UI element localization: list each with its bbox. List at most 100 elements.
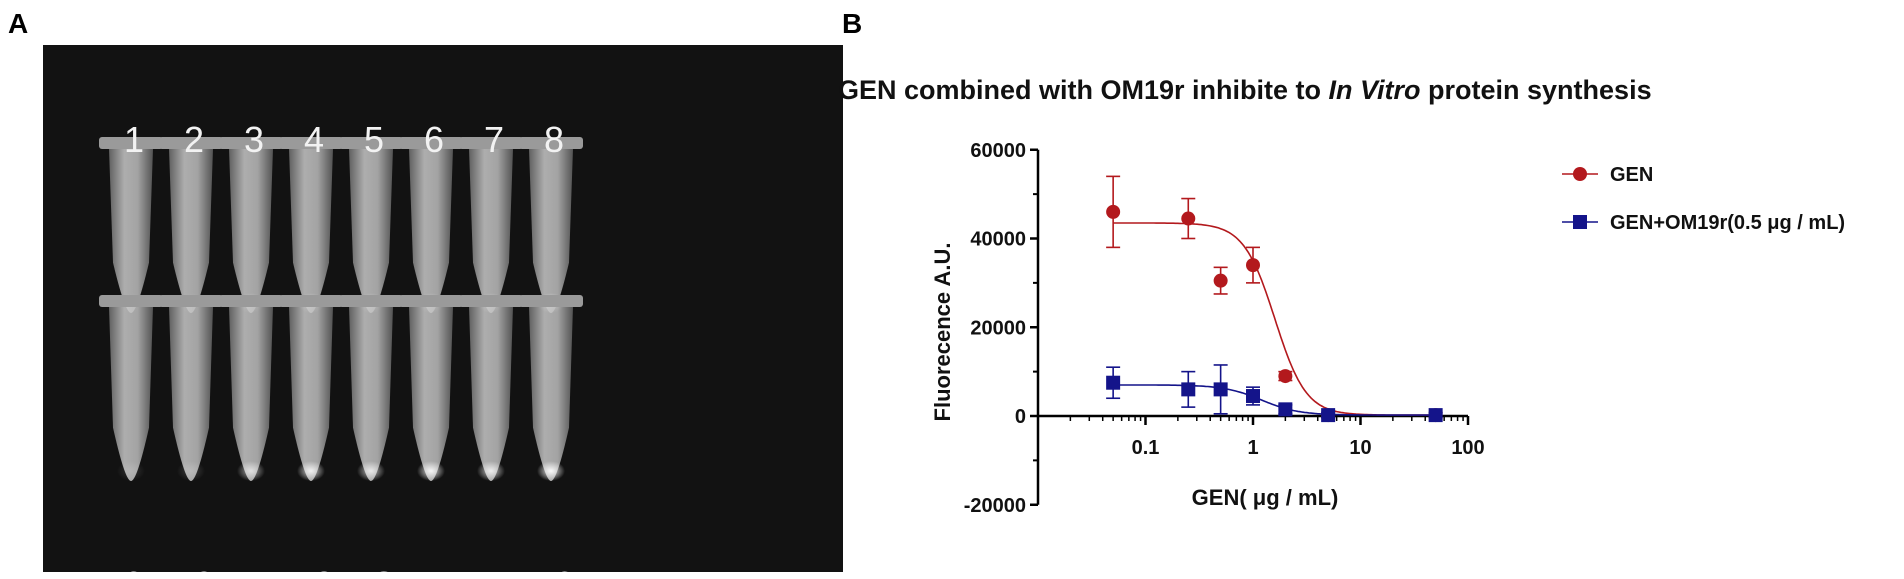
tube-glow [237, 461, 265, 481]
tube-cap [159, 137, 223, 149]
tube-body [529, 149, 573, 313]
tube: 12 [279, 295, 343, 572]
fit-curve [1113, 222, 1434, 416]
chart-legend: GEN GEN+OM19r(0.5 μg / mL) [1562, 164, 1845, 234]
tube-glow [537, 461, 565, 481]
tube-number-label: 15 [474, 564, 514, 572]
y-tick-label: -20000 [964, 495, 1026, 517]
tube-cap [279, 295, 343, 307]
tube: 1 [99, 119, 163, 313]
tube: 4 [279, 119, 343, 313]
tube-number-label: 12 [294, 564, 334, 572]
tube-cap [519, 295, 583, 307]
tube-number-label: 8 [544, 119, 564, 160]
tube-cap [279, 137, 343, 149]
tube-glow [417, 461, 445, 481]
tube-number-label: 10 [174, 564, 214, 572]
panel-b-letter: B [842, 8, 863, 39]
data-point [1321, 408, 1336, 423]
panel-a-letter: A [8, 8, 29, 39]
tube: 16 [519, 295, 583, 572]
tube-glow [357, 461, 385, 481]
tube-body [229, 307, 273, 481]
tube-body [229, 149, 273, 313]
tube-body [169, 307, 213, 481]
tube-cap [339, 137, 403, 149]
tube-cap [99, 137, 163, 149]
tube-body [109, 149, 153, 313]
tube-glow [477, 461, 505, 481]
data-point [1181, 382, 1196, 397]
tube-cap [339, 295, 403, 307]
x-axis-label: GEN( μg / mL) [1192, 485, 1339, 510]
tube-glow [117, 461, 145, 481]
tube-number-label: 6 [424, 119, 444, 160]
tube-body [409, 307, 453, 481]
tube-body [349, 307, 393, 481]
legend-label: GEN+OM19r(0.5 μg / mL) [1610, 212, 1845, 234]
tube-number-label: 14 [414, 564, 454, 572]
tube: 14 [399, 295, 463, 572]
tube-cap [459, 137, 523, 149]
chart-title-part-3: protein synthesis [1421, 75, 1652, 105]
tube-row-bottom: 9 10 11 12 13 14 15 16 [99, 295, 583, 572]
tube-body [469, 149, 513, 313]
tube-number-label: 3 [244, 119, 264, 160]
tube: 11 [219, 295, 283, 572]
chart-title: GEN combined with OM19r inhibite to In V… [838, 75, 1652, 105]
y-tick-label: 40000 [970, 229, 1026, 251]
data-point [1246, 389, 1260, 404]
y-axis-label: Fluorecence A.U. [930, 243, 955, 422]
chart-series [1106, 175, 1443, 423]
tube-body [169, 149, 213, 313]
legend-item: GEN [1562, 164, 1653, 186]
tube-body [469, 307, 513, 481]
tube-body [289, 307, 333, 481]
x-tick-label: 1 [1247, 437, 1258, 459]
tube-body [109, 307, 153, 481]
tube-number-label: 2 [184, 119, 204, 160]
tube-number-label: 1 [124, 119, 144, 160]
tube-cap [399, 137, 463, 149]
tube-number-label: 16 [534, 564, 574, 572]
x-tick-label: 100 [1451, 437, 1484, 459]
data-point [1321, 408, 1336, 423]
legend-item: GEN+OM19r(0.5 μg / mL) [1562, 212, 1845, 234]
data-point [1246, 258, 1260, 273]
tube-cap [159, 295, 223, 307]
tube: 9 [99, 295, 163, 572]
data-point [1106, 375, 1121, 390]
tube-cap [219, 137, 283, 149]
tube: 15 [459, 295, 523, 572]
data-point [1278, 369, 1293, 384]
tube-glow [177, 461, 205, 481]
y-tick-label: 60000 [970, 140, 1026, 162]
data-point [1428, 408, 1443, 423]
series-2 [1106, 364, 1443, 423]
tube-body [349, 149, 393, 313]
tube-cap [459, 295, 523, 307]
tube-number-label: 11 [235, 564, 272, 572]
x-tick-label: 10 [1349, 437, 1371, 459]
tube-glow [297, 461, 325, 481]
tube-body [289, 149, 333, 313]
tube-cap [399, 295, 463, 307]
tube: 10 [159, 295, 223, 572]
y-tick-label: 0 [1015, 406, 1026, 428]
data-point [1106, 204, 1121, 219]
tube-number-label: 4 [304, 119, 324, 160]
data-point [1278, 402, 1293, 417]
y-tick-label: 20000 [970, 317, 1026, 339]
chart-title-part-1: GEN combined with OM19r inhibite to [838, 75, 1329, 105]
series-1 [1106, 175, 1443, 423]
tube-number-label: 7 [484, 119, 504, 160]
chart-title-part-2: In Vitro [1329, 75, 1421, 105]
data-point [1213, 382, 1228, 397]
tube-body [529, 307, 573, 481]
tube-cap [219, 295, 283, 307]
data-point [1428, 408, 1443, 423]
tube: 13 [339, 295, 403, 572]
tube-number-label: 13 [354, 564, 394, 572]
